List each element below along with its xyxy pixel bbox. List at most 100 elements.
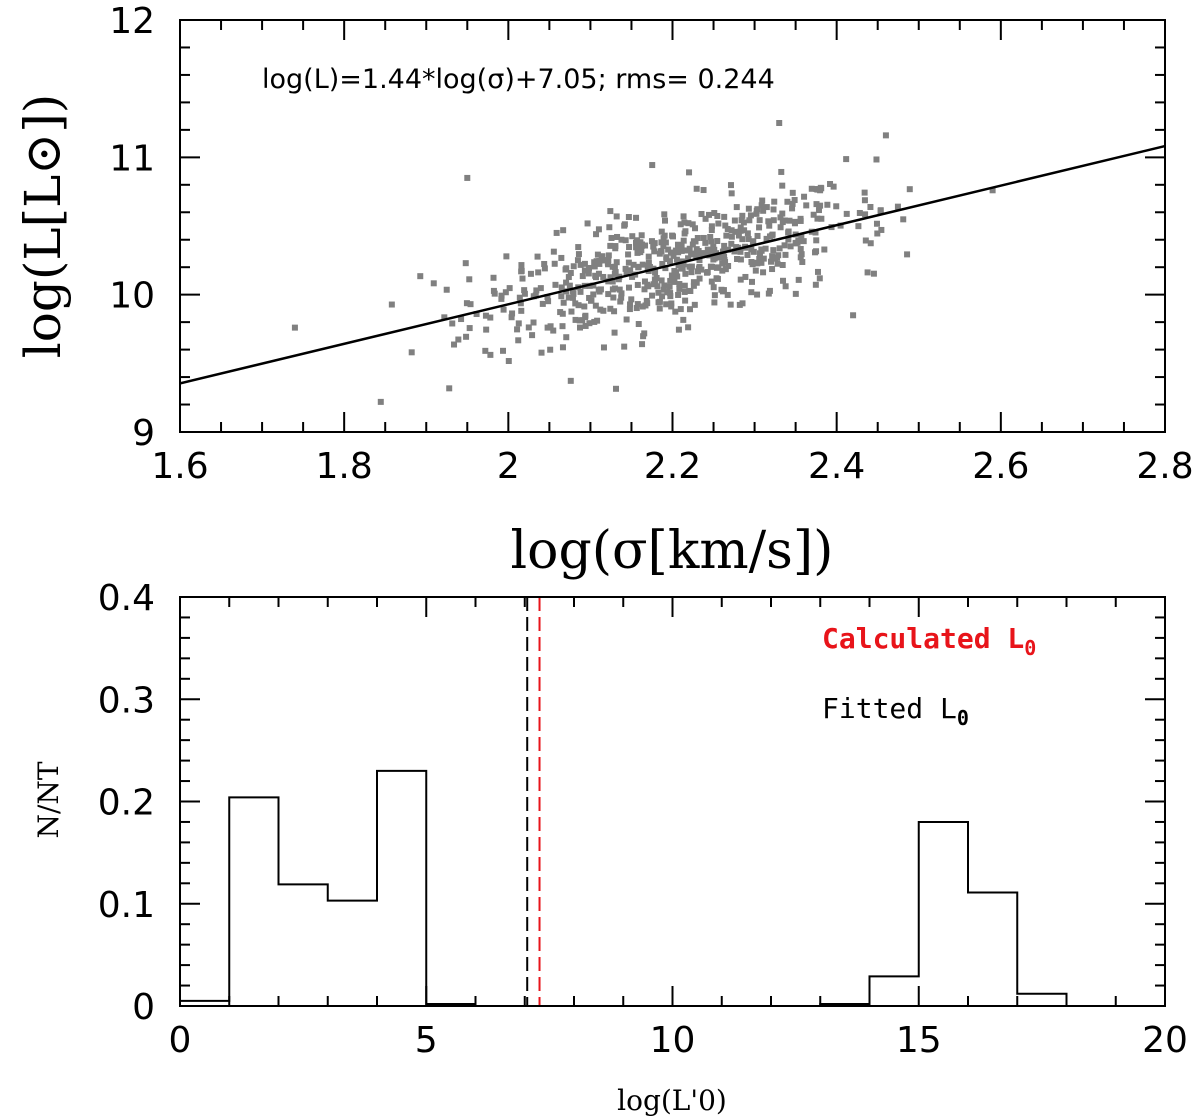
scatter-point bbox=[668, 300, 675, 307]
scatter-point bbox=[558, 293, 565, 300]
scatter-point bbox=[778, 168, 785, 175]
scatter-point bbox=[724, 226, 731, 233]
scatter-point bbox=[563, 279, 570, 286]
scatter-point bbox=[677, 221, 684, 228]
scatter-point bbox=[650, 243, 657, 250]
scatter-point bbox=[669, 232, 676, 239]
scatter-point bbox=[581, 260, 588, 267]
scatter-point bbox=[748, 278, 755, 285]
x-tick-label: 2.2 bbox=[644, 446, 701, 487]
scatter-point bbox=[575, 244, 582, 251]
scatter-point bbox=[625, 284, 632, 291]
scatter-point bbox=[671, 267, 678, 274]
scatter-point bbox=[668, 303, 675, 310]
scatter-point bbox=[687, 287, 694, 294]
scatter-point bbox=[721, 213, 728, 220]
x-tick-label: 15 bbox=[896, 1020, 942, 1061]
scatter-point bbox=[765, 290, 772, 297]
scatter-point bbox=[711, 210, 718, 217]
scatter-point bbox=[509, 310, 516, 317]
scatter-point bbox=[748, 289, 755, 296]
scatter-point bbox=[618, 236, 625, 243]
scatter-point bbox=[769, 266, 776, 273]
scatter-point bbox=[638, 241, 645, 248]
histogram-y-axis-title: N/NT bbox=[32, 761, 65, 838]
scatter-point bbox=[449, 320, 456, 327]
scatter-point bbox=[904, 251, 911, 258]
scatter-point bbox=[862, 237, 869, 244]
scatter-point bbox=[644, 281, 651, 288]
scatter-point bbox=[654, 283, 661, 290]
scatter-point bbox=[625, 259, 632, 266]
scatter-point bbox=[878, 226, 885, 233]
scatter-point bbox=[760, 255, 767, 262]
scatter-point bbox=[870, 270, 877, 277]
scatter-point bbox=[649, 292, 656, 299]
scatter-point bbox=[611, 270, 618, 277]
scatter-point bbox=[694, 250, 701, 257]
scatter-point bbox=[663, 301, 670, 308]
scatter-point bbox=[586, 294, 593, 301]
scatter-point bbox=[625, 213, 632, 220]
scatter-point bbox=[585, 270, 592, 277]
scatter-point bbox=[686, 169, 693, 176]
scatter-point bbox=[721, 242, 728, 249]
scatter-point bbox=[661, 282, 668, 289]
scatter-point bbox=[705, 211, 712, 218]
scatter-point bbox=[590, 282, 597, 289]
scatter-point bbox=[686, 306, 693, 313]
scatter-point bbox=[714, 238, 721, 245]
scatter-point bbox=[658, 228, 665, 235]
scatter-point bbox=[559, 323, 566, 330]
scatter-point bbox=[667, 293, 674, 300]
scatter-point bbox=[722, 222, 729, 229]
scatter-point bbox=[518, 307, 525, 314]
scatter-point bbox=[430, 280, 437, 287]
scatter-point bbox=[525, 324, 532, 331]
x-tick-label: 2.4 bbox=[808, 446, 865, 487]
scatter-point bbox=[737, 224, 744, 231]
scatter-point bbox=[693, 246, 700, 253]
scatter-point bbox=[597, 306, 604, 313]
scatter-point bbox=[758, 202, 765, 209]
scatter-point bbox=[518, 262, 525, 269]
histogram-bin bbox=[968, 893, 1017, 1006]
scatter-point bbox=[719, 267, 726, 274]
scatter-point bbox=[611, 308, 618, 315]
scatter-point bbox=[725, 262, 732, 269]
scatter-point bbox=[818, 215, 825, 222]
scatter-point bbox=[777, 224, 784, 231]
scatter-point bbox=[672, 247, 679, 254]
scatter-point bbox=[611, 329, 618, 336]
scatter-point bbox=[855, 223, 862, 230]
scatter-point bbox=[727, 182, 734, 189]
scatter-point bbox=[388, 301, 395, 308]
scatter-point bbox=[558, 284, 565, 291]
scatter-point bbox=[817, 202, 824, 209]
scatter-point bbox=[771, 198, 778, 205]
scatter-point bbox=[641, 330, 648, 337]
scatter-point bbox=[715, 220, 722, 227]
scatter-point bbox=[473, 311, 480, 318]
scatter-point bbox=[517, 300, 524, 307]
scatter-point bbox=[779, 182, 786, 189]
scatter-point bbox=[862, 211, 869, 218]
scatter-point bbox=[762, 245, 769, 252]
scatter-point bbox=[609, 278, 616, 285]
scatter-point bbox=[607, 305, 614, 312]
scatter-point bbox=[586, 320, 593, 327]
scatter-point bbox=[519, 275, 526, 282]
scatter-point bbox=[814, 268, 821, 275]
scatter-ticks bbox=[179, 19, 1166, 433]
scatter-point bbox=[801, 193, 808, 200]
scatter-panel: 1.6 1.8 2 2.2 2.4 2.6 2.8 9 10 11 12 log(L)=1.44*… bbox=[14, 1, 1194, 581]
scatter-point bbox=[789, 200, 796, 207]
scatter-point bbox=[674, 241, 681, 248]
scatter-point bbox=[672, 308, 679, 315]
x-tick-label: 20 bbox=[1142, 1020, 1188, 1061]
scatter-point bbox=[723, 232, 730, 239]
scatter-point bbox=[650, 281, 657, 288]
scatter-point bbox=[774, 260, 781, 267]
scatter-point bbox=[763, 204, 770, 211]
scatter-point bbox=[754, 291, 761, 298]
